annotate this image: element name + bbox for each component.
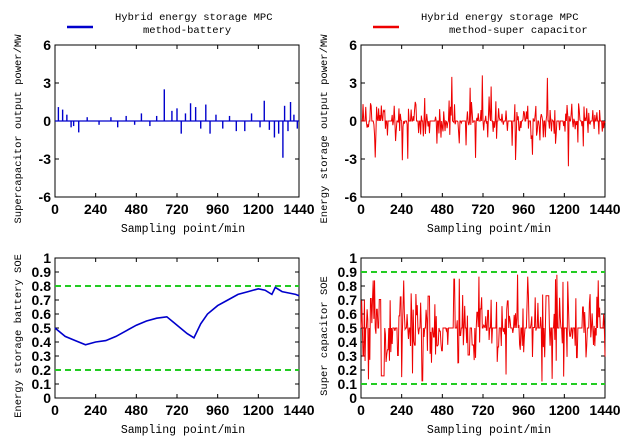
- x-tick-label: 1200: [243, 201, 274, 217]
- x-tick-label: 480: [125, 201, 149, 217]
- y-tick-label: 0.3: [32, 348, 52, 364]
- y-tick-label: 0: [43, 390, 51, 406]
- y-tick-label: 0.6: [338, 306, 358, 322]
- y-tick-label: 0: [349, 113, 357, 129]
- x-axis-label: Sampling point/min: [427, 223, 551, 236]
- x-tick-label: 0: [51, 201, 59, 217]
- x-tick-label: 240: [84, 402, 108, 418]
- y-tick-label: 6: [349, 37, 357, 53]
- y-tick-label: 1: [43, 250, 51, 266]
- y-tick-label: 1: [349, 250, 357, 266]
- y-tick-label: 0.6: [32, 306, 52, 322]
- x-tick-label: 1200: [549, 201, 580, 217]
- y-tick-label: 3: [43, 75, 51, 91]
- y-tick-label: -6: [39, 189, 52, 205]
- y-tick-label: -3: [345, 151, 358, 167]
- y-tick-label: -6: [345, 189, 358, 205]
- legend-text: Hybrid energy storage MPC: [421, 12, 579, 24]
- y-tick-label: 0.2: [32, 362, 52, 378]
- y-tick-label: 0.3: [338, 348, 358, 364]
- y-tick-label: 0.9: [32, 264, 52, 280]
- y-tick-label: 0.8: [338, 278, 358, 294]
- y-tick-label: 3: [349, 75, 357, 91]
- x-tick-label: 1200: [549, 402, 580, 418]
- x-tick-label: 1440: [589, 402, 620, 418]
- x-tick-label: 1440: [283, 201, 314, 217]
- y-tick-label: 0.5: [32, 320, 52, 336]
- plot-frame: [54, 257, 300, 399]
- y-axis-label: Super capacitor SOE: [319, 276, 331, 396]
- x-tick-label: 720: [165, 402, 189, 418]
- y-tick-label: -3: [39, 151, 52, 167]
- legend-text: Hybrid energy storage MPC: [115, 12, 273, 24]
- y-tick-label: 0.2: [338, 362, 358, 378]
- x-tick-label: 480: [431, 201, 455, 217]
- x-tick-label: 0: [51, 402, 59, 418]
- x-axis-label: Sampling point/min: [121, 223, 245, 236]
- y-tick-label: 0.9: [338, 264, 358, 280]
- x-tick-label: 960: [206, 201, 230, 217]
- y-tick-label: 0.1: [32, 376, 52, 392]
- y-tick-label: 0.1: [338, 376, 358, 392]
- x-tick-label: 240: [84, 201, 108, 217]
- y-tick-label: 0: [43, 113, 51, 129]
- y-tick-label: 0: [349, 390, 357, 406]
- panel-bottom-right: 10.90.80.70.60.50.40.30.20.100 240 480 720 9…: [319, 250, 621, 437]
- series-line: [360, 274, 606, 382]
- x-tick-label: 1440: [283, 402, 314, 418]
- x-tick-label: 720: [471, 402, 495, 418]
- y-tick-label: 0.4: [338, 334, 358, 350]
- y-tick-label: 0.4: [32, 334, 52, 350]
- x-tick-label: 1200: [243, 402, 274, 418]
- x-tick-label: 960: [512, 402, 536, 418]
- y-axis-label: Energy storage output power/MW: [319, 34, 331, 224]
- legend-text: method-battery: [143, 25, 231, 37]
- y-axis-label: Energy storage battery SOE: [13, 254, 25, 418]
- y-tick-label: 0.7: [338, 292, 358, 308]
- y-axis-label: Supercapacitor output power/MW: [13, 34, 25, 224]
- x-tick-label: 960: [206, 402, 230, 418]
- x-tick-label: 0: [357, 402, 365, 418]
- x-tick-label: 960: [512, 201, 536, 217]
- x-tick-label: 720: [471, 201, 495, 217]
- x-tick-label: 240: [390, 402, 414, 418]
- x-tick-label: 240: [390, 201, 414, 217]
- x-tick-label: 1440: [589, 201, 620, 217]
- x-axis-label: Sampling point/min: [427, 424, 551, 437]
- x-tick-label: 720: [165, 201, 189, 217]
- y-tick-label: 0.5: [338, 320, 358, 336]
- series-line: [361, 75, 606, 167]
- legend-text: method-super capacitor: [449, 25, 588, 37]
- x-tick-label: 0: [357, 201, 365, 217]
- x-axis-label: Sampling point/min: [121, 424, 245, 437]
- x-tick-label: 480: [125, 402, 149, 418]
- y-tick-label: 6: [43, 37, 51, 53]
- y-tick-label: 0.7: [32, 292, 52, 308]
- x-tick-label: 480: [431, 402, 455, 418]
- y-tick-label: 0.8: [32, 278, 52, 294]
- series-line: [54, 286, 300, 346]
- panel-bottom-left: 10.90.80.70.60.50.40.30.20.100 240 480 720 9…: [13, 250, 315, 437]
